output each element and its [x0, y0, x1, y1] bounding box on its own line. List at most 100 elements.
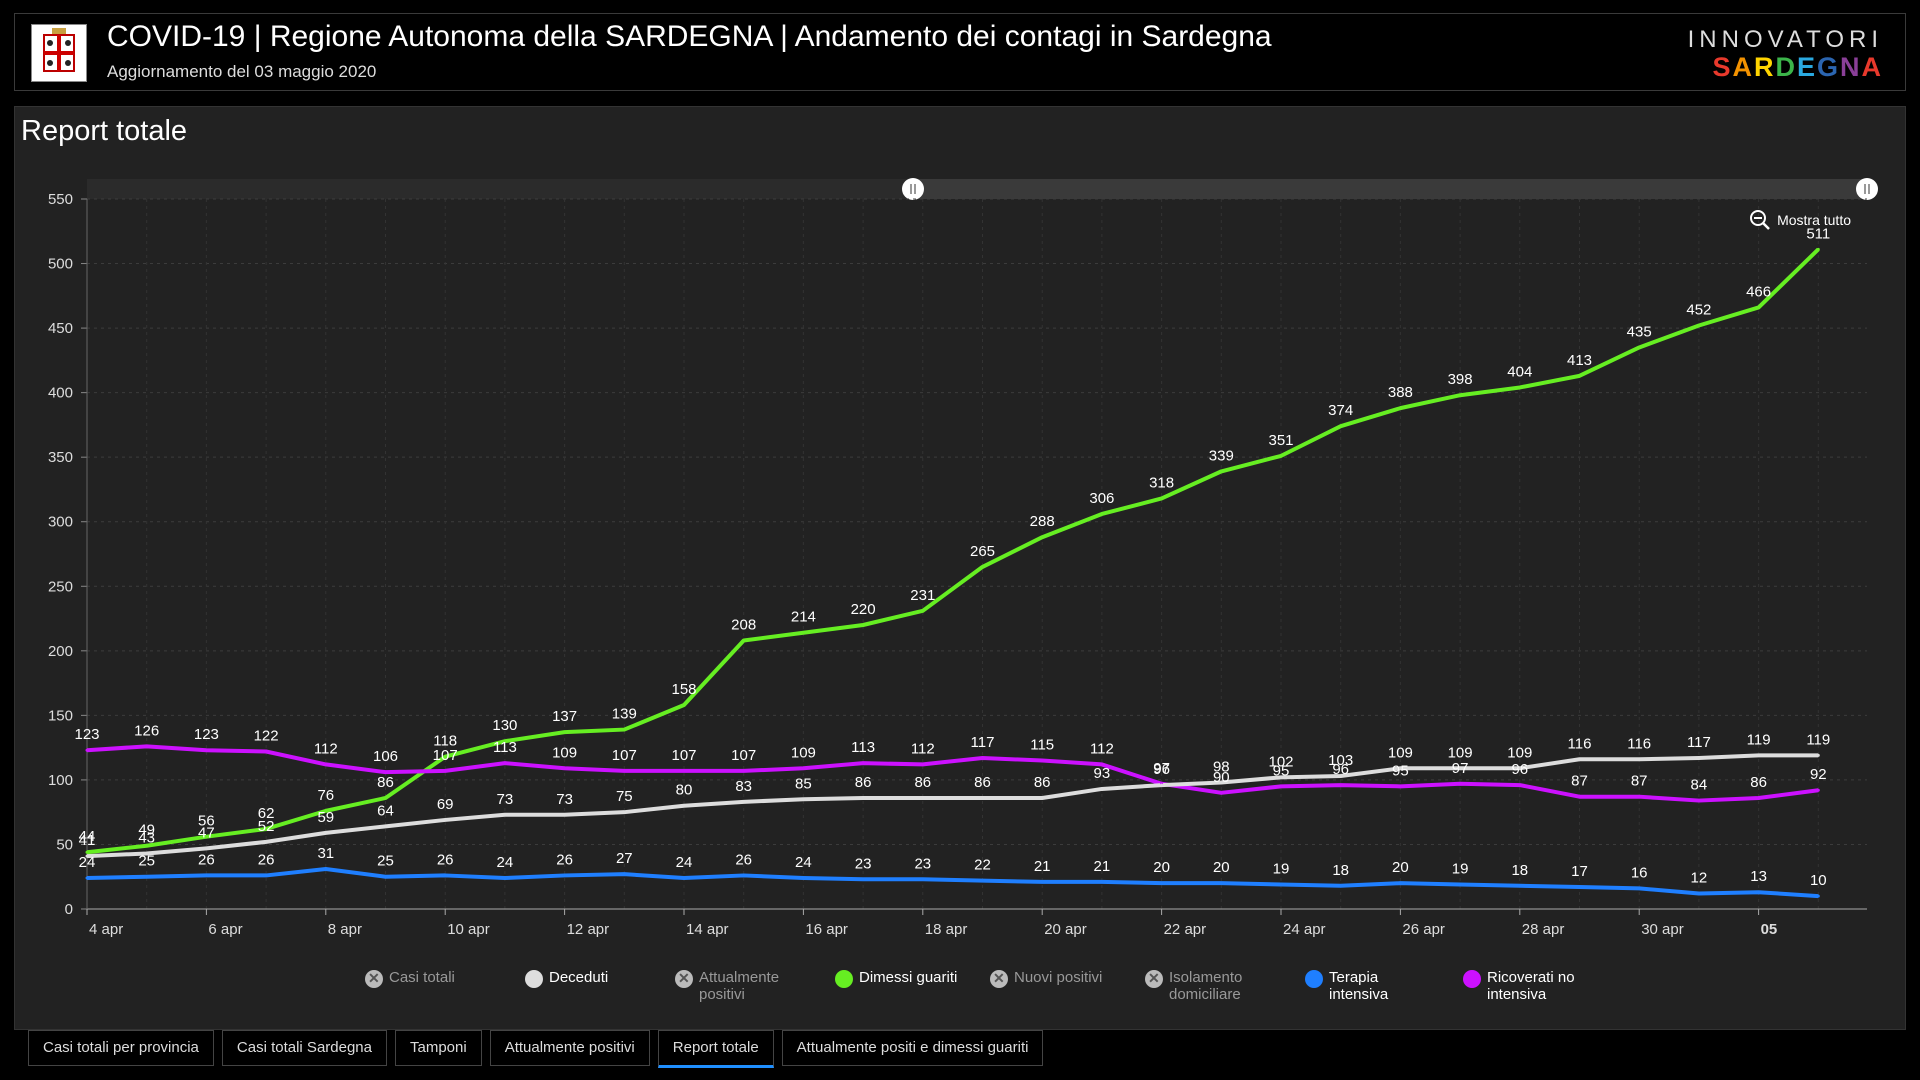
- data-point: [1339, 884, 1343, 888]
- range-handle[interactable]: [1856, 178, 1878, 200]
- legend-label: Terapia intensiva: [1329, 969, 1389, 1003]
- legend-item[interactable]: Isolamento domiciliare: [1145, 969, 1295, 1003]
- tab-attualmente-positi-e-dimessi-guariti[interactable]: Attualmente positi e dimessi guariti: [781, 1030, 1044, 1066]
- data-point: [1219, 881, 1223, 885]
- data-label: 374: [1328, 402, 1353, 419]
- y-tick-label: 100: [48, 772, 73, 789]
- data-point: [1219, 780, 1223, 784]
- data-label: 102: [1268, 753, 1293, 770]
- data-label: 109: [1507, 744, 1532, 761]
- data-label: 130: [492, 717, 517, 734]
- legend-item[interactable]: Dimessi guariti: [835, 969, 985, 988]
- data-label: 123: [194, 726, 219, 743]
- data-point: [503, 813, 507, 817]
- data-label: 265: [970, 543, 995, 560]
- data-point: [861, 796, 865, 800]
- data-point: [682, 703, 686, 707]
- range-handle[interactable]: [902, 178, 924, 200]
- data-label: 59: [317, 809, 334, 826]
- data-point: [1040, 759, 1044, 763]
- data-point: [503, 876, 507, 880]
- legend-item[interactable]: Attualmente positivi: [675, 969, 825, 1003]
- data-label: 109: [1388, 744, 1413, 761]
- data-label: 466: [1746, 283, 1771, 300]
- data-label: 83: [735, 778, 752, 795]
- data-label: 73: [556, 791, 573, 808]
- legend-dot-icon: [1145, 970, 1163, 988]
- series-line-terapia-intensiva: [86, 866, 1819, 899]
- data-point: [1398, 881, 1402, 885]
- x-tick-label: 14 apr: [686, 921, 729, 938]
- zoom-out-icon: [1750, 210, 1770, 230]
- show-all-button[interactable]: Mostra tutto: [1749, 209, 1851, 231]
- x-tick-label: 4 apr: [89, 921, 123, 938]
- data-label: 23: [914, 855, 931, 872]
- data-point: [264, 873, 268, 877]
- data-label: 19: [1452, 860, 1469, 877]
- legend-dot-icon: [1463, 970, 1481, 988]
- data-point: [801, 876, 805, 880]
- data-point: [1697, 892, 1701, 896]
- data-label: 231: [910, 587, 935, 604]
- data-label: 404: [1507, 363, 1532, 380]
- header-bar: COVID-19 | Regione Autonoma della SARDEG…: [14, 13, 1906, 91]
- legend-item[interactable]: Nuovi positivi: [990, 969, 1140, 988]
- data-label: 20: [1153, 859, 1170, 876]
- data-point: [682, 804, 686, 808]
- legend-dot-icon: [1305, 970, 1323, 988]
- legend-item[interactable]: Deceduti: [525, 969, 675, 988]
- data-point: [384, 796, 387, 800]
- data-point: [563, 873, 567, 877]
- panel-title: Report totale: [21, 115, 188, 147]
- data-label: 388: [1388, 384, 1413, 401]
- tab-report-totale[interactable]: Report totale: [657, 1030, 774, 1068]
- data-label: 208: [731, 616, 756, 633]
- data-label: 87: [1571, 773, 1588, 790]
- data-point: [921, 609, 925, 613]
- data-label: 21: [1094, 858, 1111, 875]
- tab-casi-totali-per-provincia[interactable]: Casi totali per provincia: [28, 1030, 214, 1066]
- data-label: 93: [1094, 765, 1111, 782]
- data-point: [1219, 791, 1223, 795]
- y-tick-label: 400: [48, 385, 73, 402]
- data-point: [563, 813, 567, 817]
- legend-dot-icon: [365, 970, 383, 988]
- x-tick-label: 12 apr: [567, 921, 610, 938]
- data-label: 43: [138, 829, 155, 846]
- data-point: [801, 766, 805, 770]
- data-point: [1816, 247, 1820, 251]
- data-point: [1398, 784, 1402, 788]
- data-label: 18: [1511, 862, 1528, 879]
- legend-item[interactable]: Terapia intensiva: [1305, 969, 1455, 1003]
- tab-attualmente-positivi[interactable]: Attualmente positivi: [489, 1030, 650, 1066]
- data-point: [384, 770, 387, 774]
- data-label: 86: [377, 774, 394, 791]
- data-point: [1697, 756, 1701, 760]
- data-point: [1100, 512, 1104, 516]
- data-point: [1398, 406, 1402, 410]
- data-label: 107: [731, 747, 756, 764]
- data-point: [145, 851, 149, 855]
- data-point: [443, 769, 447, 773]
- tab-casi-totali-sardegna[interactable]: Casi totali Sardegna: [221, 1030, 387, 1066]
- data-point: [921, 796, 925, 800]
- data-point: [1339, 424, 1343, 428]
- data-point: [622, 810, 626, 814]
- data-label: 24: [795, 854, 812, 871]
- data-label: 52: [258, 818, 275, 835]
- data-point: [1578, 757, 1581, 761]
- data-point: [981, 565, 984, 569]
- data-point: [981, 756, 984, 760]
- data-point: [324, 809, 328, 813]
- legend-item[interactable]: Casi totali: [365, 969, 515, 988]
- data-label: 96: [1153, 761, 1170, 778]
- tab-tamponi[interactable]: Tamponi: [395, 1030, 482, 1066]
- data-label: 85: [795, 775, 812, 792]
- data-label: 339: [1209, 447, 1234, 464]
- data-label: 109: [552, 744, 577, 761]
- y-tick-label: 150: [48, 707, 73, 724]
- data-label: 112: [911, 740, 935, 757]
- data-point: [85, 876, 89, 880]
- legend-item[interactable]: Ricoverati no intensiva: [1463, 969, 1613, 1003]
- data-point: [861, 877, 865, 881]
